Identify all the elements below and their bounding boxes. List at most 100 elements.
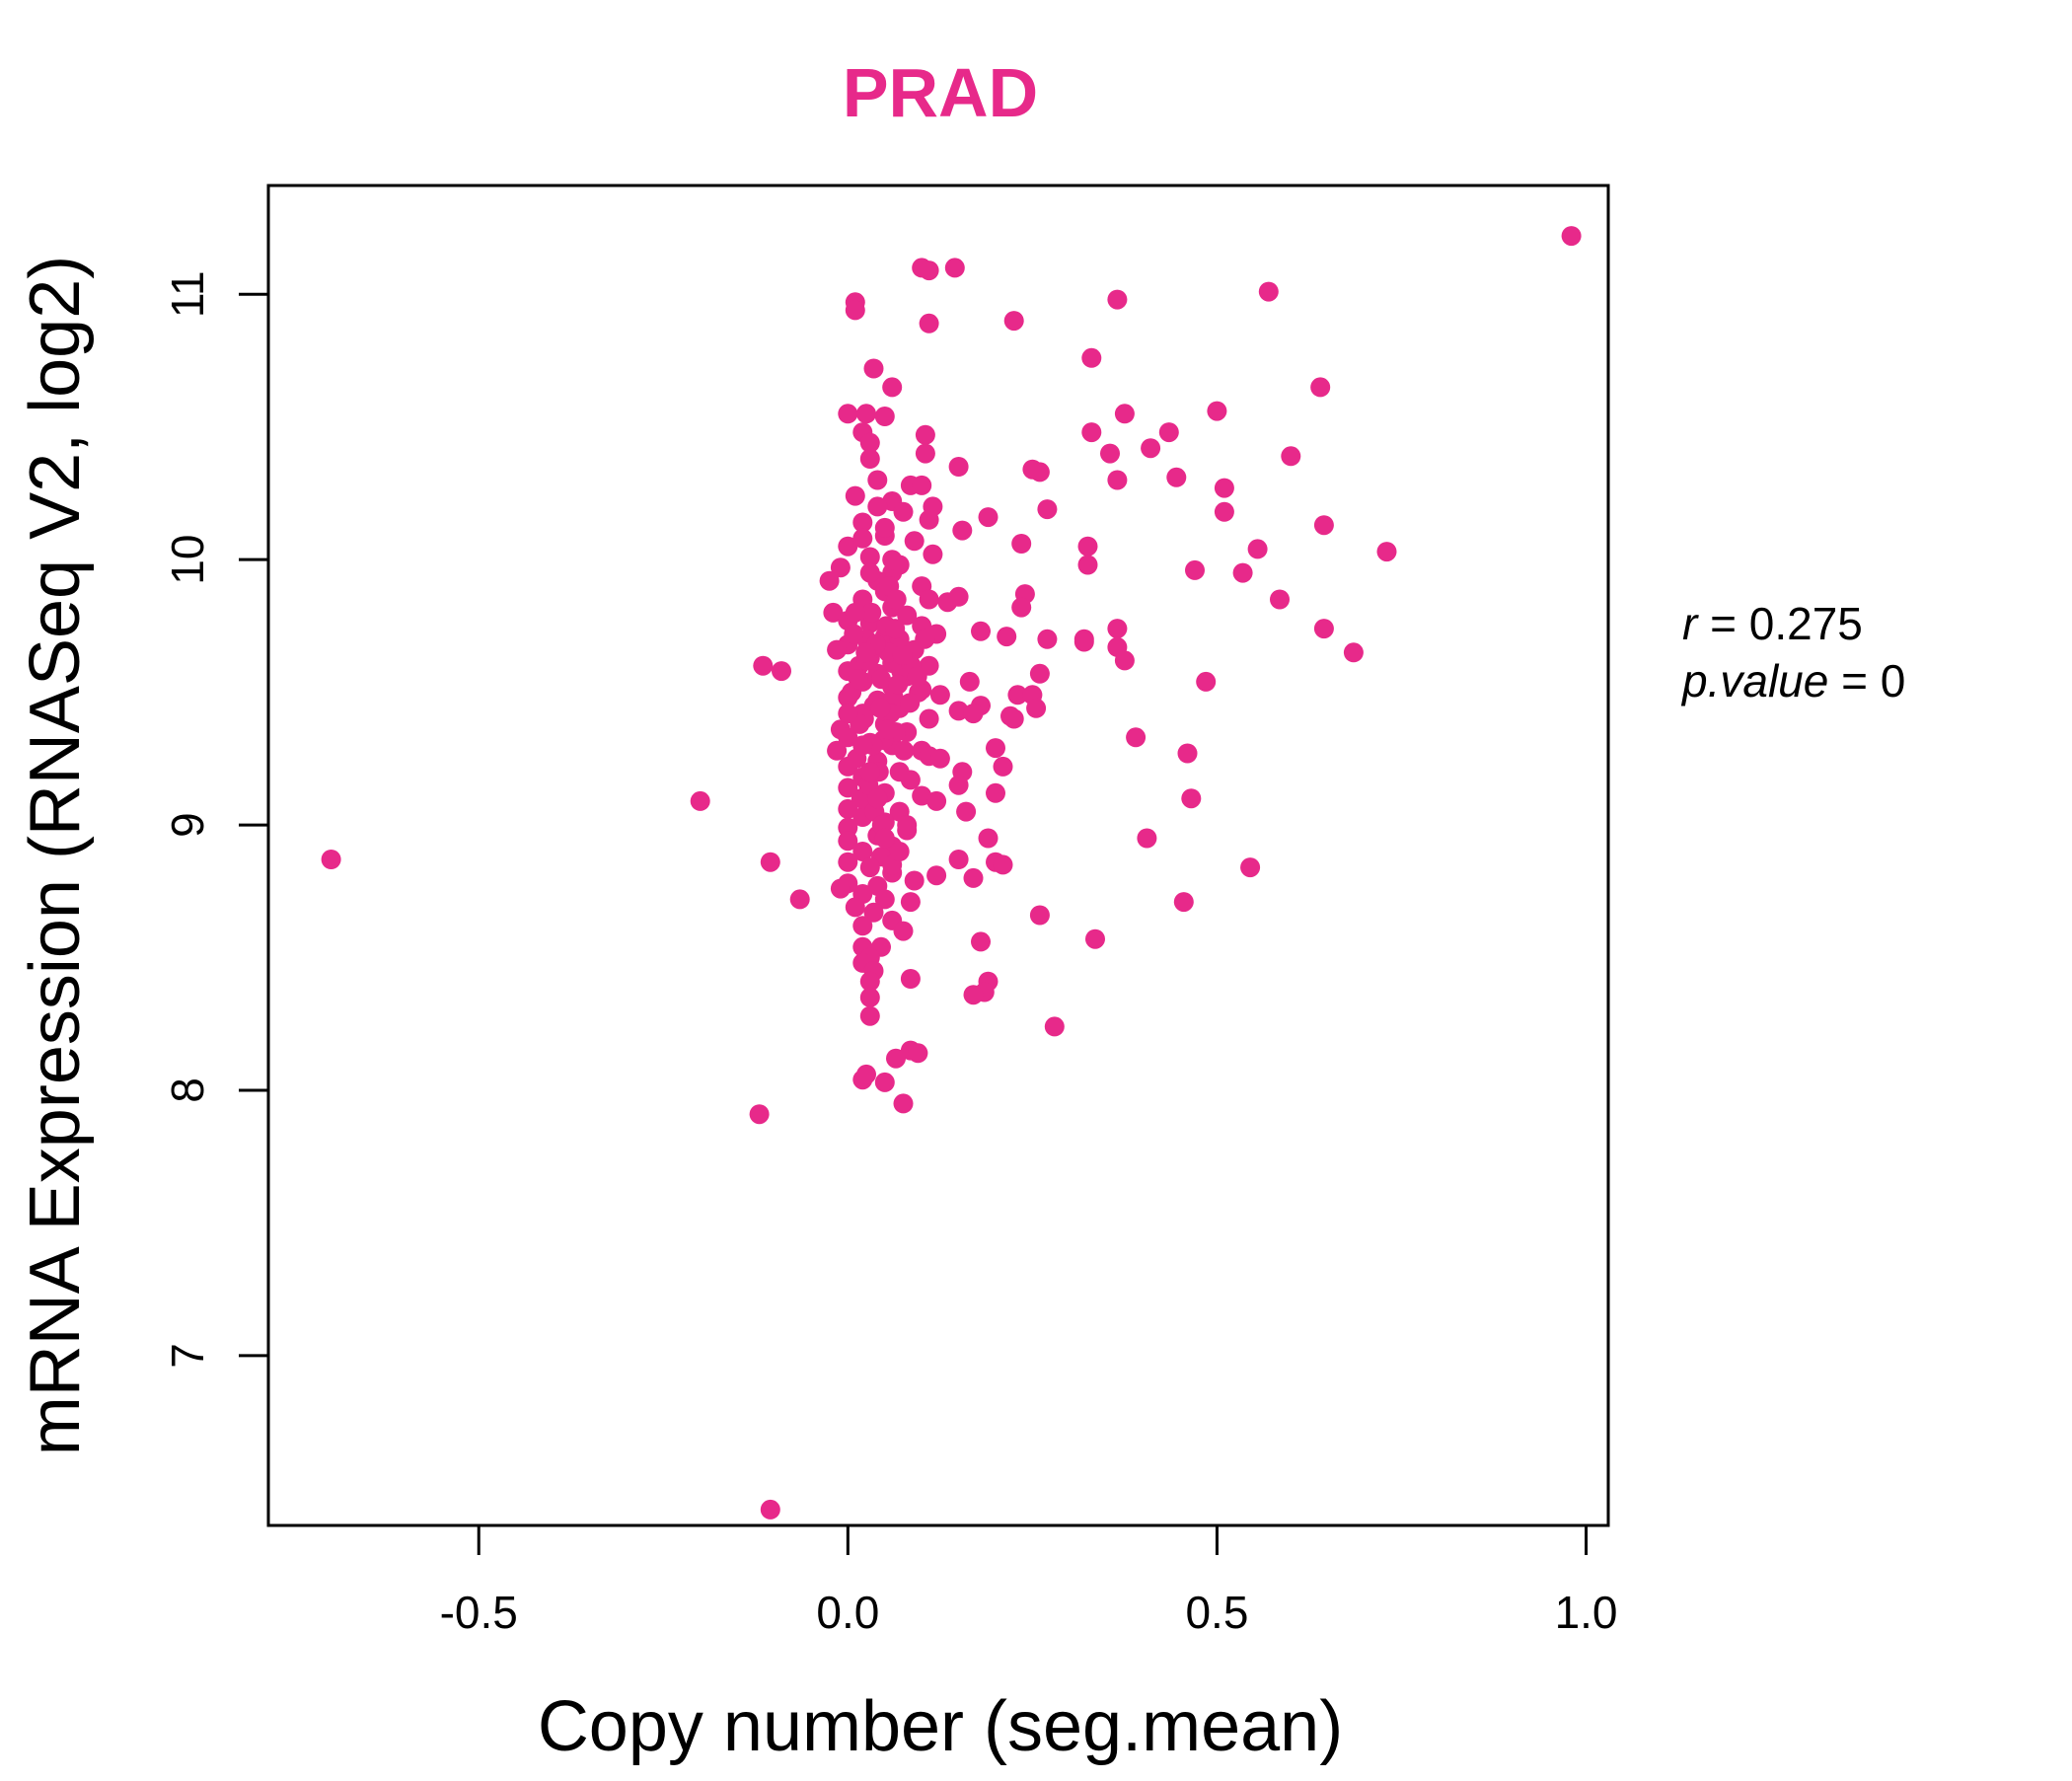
data-point: [963, 985, 984, 1005]
data-point: [1196, 671, 1217, 692]
data-point: [838, 727, 858, 748]
data-point: [1114, 650, 1135, 671]
data-point: [923, 544, 943, 564]
data-point: [827, 740, 848, 761]
data-point: [859, 987, 880, 1007]
data-point: [952, 520, 973, 541]
data-point: [912, 475, 932, 495]
data-point: [1029, 462, 1050, 482]
data-point: [1107, 470, 1128, 490]
data-point: [919, 708, 939, 729]
data-point: [1044, 1016, 1065, 1037]
data-point: [1185, 559, 1205, 580]
data-point: [859, 562, 880, 583]
data-point: [900, 969, 921, 989]
data-point: [1158, 422, 1179, 443]
data-point: [845, 602, 865, 623]
data-point: [863, 358, 884, 379]
data-point: [889, 842, 910, 861]
data-point: [1240, 857, 1261, 878]
data-point: [1270, 589, 1290, 610]
data-point: [845, 300, 865, 321]
correlation-stats: r = 0.275 p.value = 0: [1680, 598, 1905, 706]
data-point: [944, 258, 965, 278]
data-point: [830, 878, 851, 899]
data-point: [838, 778, 858, 798]
data-point: [838, 798, 858, 819]
data-point: [1011, 534, 1032, 554]
data-point: [856, 404, 876, 424]
data-point: [993, 756, 1013, 777]
plot-frame: [266, 184, 1610, 1527]
data-point: [855, 642, 876, 663]
data-point: [1126, 727, 1147, 748]
data-point: [919, 260, 939, 281]
data-point: [915, 629, 935, 649]
data-point: [919, 509, 939, 530]
x-tick-label: -0.5: [440, 1587, 518, 1638]
data-point: [997, 627, 1017, 647]
data-point: [1107, 619, 1128, 639]
data-point: [321, 850, 341, 869]
data-point: [1313, 619, 1334, 639]
data-point: [1281, 446, 1301, 467]
data-point: [948, 457, 969, 477]
r-label: r: [1682, 598, 1699, 649]
data-point: [882, 377, 903, 398]
data-point: [888, 674, 909, 695]
data-point: [856, 1064, 876, 1084]
data-point: [1561, 226, 1582, 247]
data-point: [929, 685, 950, 705]
y-tick-label: 9: [162, 812, 213, 838]
data-point: [838, 536, 858, 557]
data-point: [772, 661, 791, 682]
data-point: [845, 485, 865, 506]
data-point: [874, 517, 895, 538]
data-point: [893, 501, 914, 522]
x-axis-label: Copy number (seg.mean): [538, 1687, 1343, 1766]
data-point: [760, 1499, 780, 1520]
y-tick-label: 11: [162, 270, 213, 318]
data-point: [1077, 555, 1098, 575]
data-point: [830, 557, 851, 578]
data-point: [845, 897, 865, 918]
y-tick-label: 7: [162, 1343, 213, 1369]
data-point: [915, 424, 935, 445]
data-point: [1310, 377, 1331, 398]
data-point: [1037, 629, 1058, 649]
data-point: [874, 407, 895, 426]
data-point: [904, 870, 925, 891]
p-value: 0: [1881, 655, 1906, 706]
y-axis-label: mRNA Expression (RNASeq V2, log2): [16, 256, 95, 1455]
data-point: [1003, 311, 1024, 332]
data-point: [993, 854, 1013, 875]
data-point: [1037, 499, 1058, 520]
data-point: [900, 770, 921, 790]
data-point: [874, 889, 895, 910]
data-point: [900, 693, 921, 713]
y-tick-label: 8: [162, 1077, 213, 1103]
data-point: [838, 831, 858, 852]
data-point: [948, 775, 969, 795]
data-point: [978, 507, 999, 528]
data-point: [1137, 828, 1157, 849]
data-point: [886, 589, 907, 610]
data-point: [1100, 443, 1120, 464]
data-point: [1232, 562, 1253, 583]
data-point: [852, 528, 873, 549]
data-point: [838, 404, 858, 424]
data-point: [1029, 905, 1050, 926]
data-point: [1114, 404, 1135, 424]
data-point: [897, 605, 918, 626]
data-point: [1011, 597, 1032, 618]
data-point: [1177, 743, 1198, 764]
data-point: [690, 790, 710, 811]
data-point: [986, 738, 1005, 759]
data-point: [986, 782, 1005, 803]
data-point: [959, 671, 980, 692]
data-point: [852, 735, 873, 756]
x-tick-label: 0.0: [816, 1587, 879, 1638]
data-point: [859, 547, 880, 567]
data-point: [753, 655, 774, 676]
data-point: [882, 550, 903, 570]
